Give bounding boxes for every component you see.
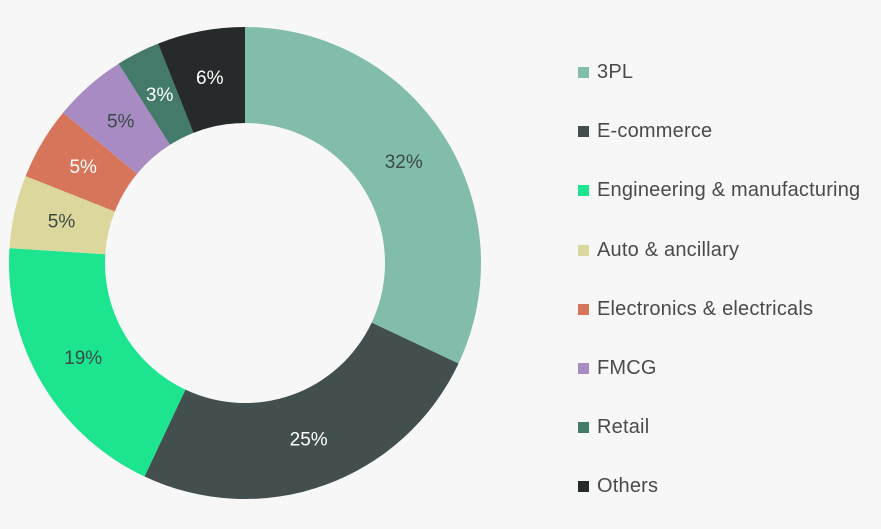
slice-others (158, 27, 245, 133)
legend-label: FMCG (597, 357, 657, 380)
legend-swatch (578, 244, 589, 256)
legend-item-auto-and-ancillary: Auto & ancillary (578, 221, 860, 280)
slice-label-3pl: 32% (385, 152, 423, 173)
slice-label-engineering-and-manufacturing: 19% (64, 348, 102, 369)
slice-3pl (245, 27, 481, 364)
legend-swatch (578, 185, 589, 197)
legend-label: E-commerce (597, 120, 713, 143)
slice-retail (118, 43, 194, 145)
legend-swatch (578, 126, 589, 138)
slice-auto-and-ancillary (9, 176, 115, 255)
legend-item-fmcg: FMCG (578, 339, 860, 398)
legend-swatch (578, 67, 589, 79)
legend-label: 3PL (597, 61, 634, 84)
slice-fmcg (63, 63, 170, 174)
legend-label: Electronics & electricals (597, 297, 814, 320)
legend-item-e-commerce: E-commerce (578, 102, 860, 161)
legend-swatch (578, 303, 589, 315)
legend-item-electronics-and-electricals: Electronics & electricals (578, 280, 860, 339)
legend-item-retail: Retail (578, 398, 860, 457)
legend-label: Auto & ancillary (597, 238, 740, 261)
slice-electronics-and-electricals (25, 112, 138, 212)
slice-label-electronics-and-electricals: 5% (69, 157, 97, 178)
legend-swatch (578, 422, 589, 434)
legend: 3PL E-commerce Engineering & manufacturing… (578, 43, 860, 517)
legend-label: Retail (597, 416, 650, 439)
legend-item-others: Others (578, 457, 860, 516)
slice-engineering-and-manufacturing (8, 248, 186, 477)
legend-label: Engineering & manufacturing (597, 179, 861, 202)
slice-label-fmcg: 5% (107, 111, 135, 132)
slice-e-commerce (144, 322, 459, 499)
legend-swatch (578, 363, 589, 375)
legend-item-engineering-and-manufacturing: Engineering & manufacturing (578, 161, 860, 220)
legend-label: Others (597, 475, 659, 498)
slice-label-retail: 3% (146, 85, 174, 106)
slice-label-e-commerce: 25% (290, 429, 328, 450)
legend-item-3pl: 3PL (578, 43, 860, 102)
slice-label-auto-and-ancillary: 5% (48, 211, 76, 232)
legend-swatch (578, 481, 589, 493)
slice-label-others: 6% (196, 68, 224, 89)
